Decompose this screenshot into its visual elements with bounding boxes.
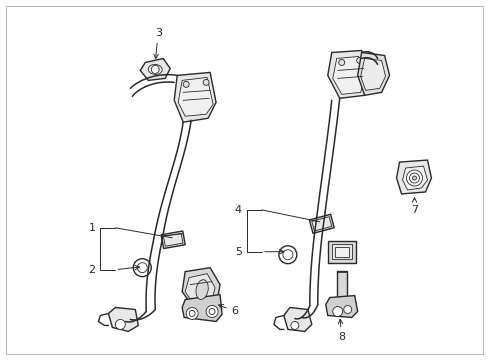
Circle shape xyxy=(343,306,351,314)
Polygon shape xyxy=(182,268,220,307)
Circle shape xyxy=(290,321,298,329)
Text: 4: 4 xyxy=(234,205,242,215)
Circle shape xyxy=(338,59,344,66)
Circle shape xyxy=(406,170,422,186)
Polygon shape xyxy=(174,72,216,122)
Polygon shape xyxy=(327,50,369,98)
Text: 3: 3 xyxy=(154,28,162,59)
Polygon shape xyxy=(140,58,170,80)
Polygon shape xyxy=(178,77,213,116)
Circle shape xyxy=(203,80,209,85)
Bar xyxy=(334,247,348,257)
Circle shape xyxy=(137,263,147,273)
Bar xyxy=(163,233,183,246)
Circle shape xyxy=(209,309,215,315)
Circle shape xyxy=(278,246,296,264)
Bar xyxy=(309,214,333,233)
Bar xyxy=(331,244,351,259)
Text: 2: 2 xyxy=(88,265,95,275)
Polygon shape xyxy=(360,58,385,90)
Circle shape xyxy=(189,310,195,316)
Circle shape xyxy=(408,173,419,183)
Polygon shape xyxy=(402,166,427,190)
Circle shape xyxy=(332,306,342,316)
Ellipse shape xyxy=(148,64,162,75)
Text: 8: 8 xyxy=(338,319,345,342)
Text: 7: 7 xyxy=(410,198,417,215)
Circle shape xyxy=(283,250,292,260)
Circle shape xyxy=(205,306,218,318)
Ellipse shape xyxy=(196,280,208,300)
Bar xyxy=(161,231,185,248)
Polygon shape xyxy=(357,53,389,95)
Circle shape xyxy=(412,176,416,180)
Circle shape xyxy=(356,58,362,63)
Bar xyxy=(327,241,355,263)
Circle shape xyxy=(183,81,189,87)
Text: 1: 1 xyxy=(88,223,95,233)
Polygon shape xyxy=(396,160,430,194)
Text: 5: 5 xyxy=(235,247,242,257)
Polygon shape xyxy=(185,274,215,303)
Polygon shape xyxy=(325,296,357,318)
Circle shape xyxy=(186,307,198,319)
Text: 6: 6 xyxy=(218,305,238,316)
Circle shape xyxy=(133,259,151,276)
Circle shape xyxy=(151,66,159,73)
Polygon shape xyxy=(332,57,364,94)
Polygon shape xyxy=(284,307,311,332)
Circle shape xyxy=(115,319,125,329)
Bar xyxy=(336,271,346,298)
Bar xyxy=(311,217,331,231)
Polygon shape xyxy=(182,294,222,321)
Polygon shape xyxy=(108,307,138,332)
